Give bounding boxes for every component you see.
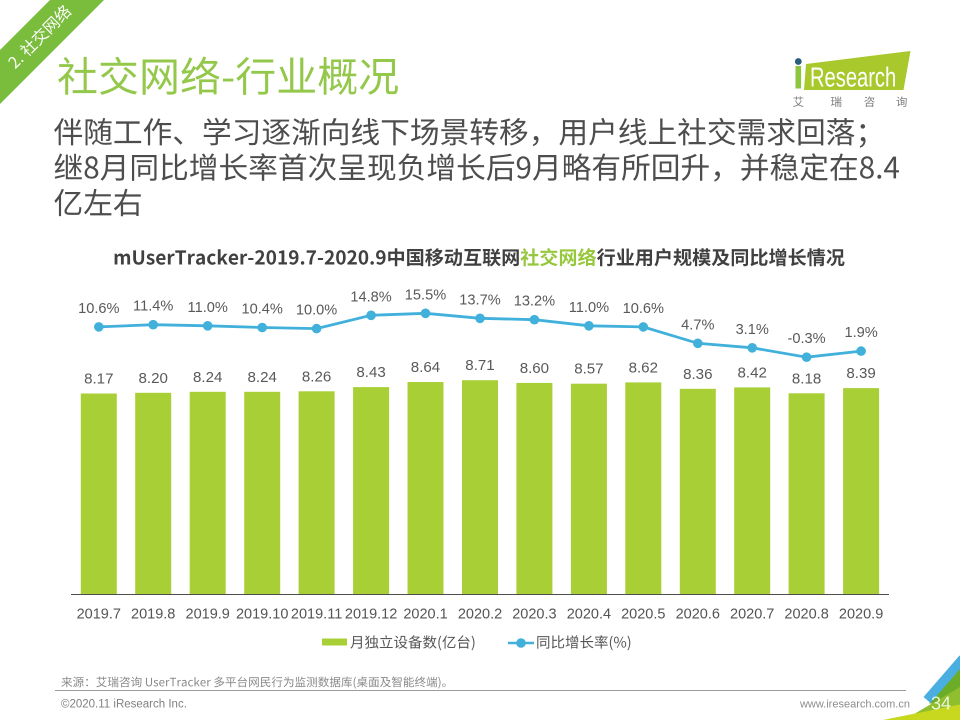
svg-text:14.8%: 14.8% [350,289,391,305]
svg-text:11.0%: 11.0% [569,300,609,316]
svg-text:2020.1: 2020.1 [403,607,447,623]
svg-text:8.71: 8.71 [465,357,494,374]
svg-text:2020.5: 2020.5 [621,607,665,623]
svg-text:2019.9: 2019.9 [186,607,230,623]
svg-text:8.43: 8.43 [356,364,385,381]
svg-text:11.0%: 11.0% [188,300,228,316]
svg-text:8.57: 8.57 [574,361,603,378]
svg-text:10.4%: 10.4% [242,302,283,318]
svg-text:2020.4: 2020.4 [567,607,611,623]
svg-text:2019.8: 2019.8 [131,607,175,623]
svg-text:8.24: 8.24 [193,369,222,386]
svg-text:34: 34 [931,693,951,713]
svg-text:15.5%: 15.5% [405,287,446,303]
svg-text:8.17: 8.17 [84,371,113,388]
svg-text:1.9%: 1.9% [844,325,877,341]
svg-text:2019.10: 2019.10 [236,607,288,623]
svg-text:8.26: 8.26 [302,368,331,385]
svg-text:13.7%: 13.7% [459,292,500,308]
svg-text:8.62: 8.62 [629,359,658,376]
svg-text:www.iresearch.com.cn: www.iresearch.com.cn [799,699,910,711]
svg-text:©2020.11 iResearch Inc.: ©2020.11 iResearch Inc. [61,699,187,711]
svg-text:Research: Research [810,62,896,93]
svg-text:8.42: 8.42 [738,364,767,381]
svg-text:8.18: 8.18 [792,370,821,387]
svg-text:8.64: 8.64 [411,359,440,376]
svg-text:4.7%: 4.7% [681,317,714,333]
svg-text:8.24: 8.24 [248,369,277,386]
svg-text:2020.6: 2020.6 [676,607,720,623]
svg-text:11.4%: 11.4% [133,299,173,315]
svg-text:13.2%: 13.2% [514,294,555,310]
svg-text:3.1%: 3.1% [736,322,769,338]
svg-text:2020.3: 2020.3 [512,607,556,623]
svg-text:8.39: 8.39 [846,365,875,382]
svg-text:10.6%: 10.6% [623,301,664,317]
svg-text:10.6%: 10.6% [78,301,119,317]
svg-text:8.20: 8.20 [139,370,168,387]
svg-text:2020.9: 2020.9 [839,607,883,623]
svg-text:-0.3%: -0.3% [788,331,826,347]
svg-text:8.36: 8.36 [683,366,712,383]
svg-text:2020.7: 2020.7 [730,607,774,623]
svg-text:2019.7: 2019.7 [77,607,121,623]
svg-text:2020.2: 2020.2 [458,607,502,623]
svg-text:2020.8: 2020.8 [784,607,828,623]
svg-text:2019.12: 2019.12 [345,607,397,623]
svg-text:8.60: 8.60 [520,360,549,377]
svg-text:10.0%: 10.0% [296,303,337,319]
svg-text:2019.11: 2019.11 [291,607,342,623]
